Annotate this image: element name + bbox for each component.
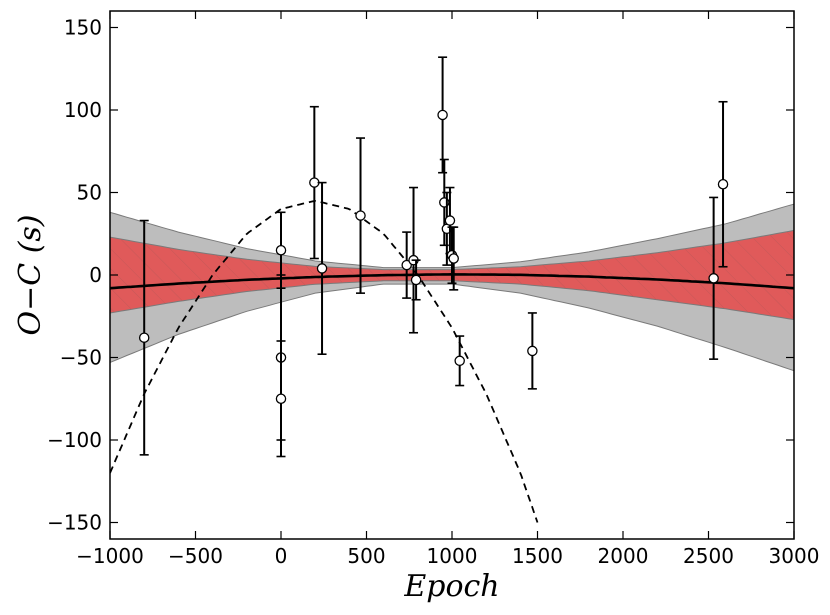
x-tick-label: −1000 <box>76 544 144 568</box>
data-point <box>717 100 729 268</box>
point-marker <box>444 215 456 226</box>
x-tick-label: 1000 <box>427 544 478 568</box>
point-marker <box>275 393 287 404</box>
tick-labels: −1000 −500 0 500 1000 1500 2000 2500 3000−150−10… <box>47 16 819 569</box>
y-tick-label: 50 <box>77 181 102 205</box>
x-tick-label: 0 <box>275 544 288 568</box>
data-point <box>316 181 328 356</box>
data-point <box>401 231 412 299</box>
data-point <box>138 219 150 456</box>
x-tick-label: 3000 <box>769 544 820 568</box>
y-tick-label: −150 <box>47 511 102 535</box>
point-marker <box>527 345 538 357</box>
point-marker <box>275 244 287 256</box>
point-marker <box>448 253 459 264</box>
point-marker <box>410 274 422 286</box>
dashed-model-curve <box>110 199 539 523</box>
data-point <box>410 259 422 301</box>
y-tick-label: −50 <box>60 346 102 370</box>
point-marker <box>355 210 366 221</box>
plot-area <box>110 56 794 523</box>
data-point <box>275 340 287 458</box>
x-axis-title: Epoch <box>403 569 499 604</box>
x-tick-label: 2500 <box>683 544 734 568</box>
data-point <box>708 196 719 360</box>
x-tick-label: 2000 <box>598 544 649 568</box>
data-point <box>309 105 320 260</box>
point-marker <box>717 178 729 190</box>
y-tick-label: 150 <box>64 16 102 40</box>
point-marker <box>138 332 150 343</box>
y-tick-label: 0 <box>89 263 102 287</box>
data-point <box>454 335 465 387</box>
data-point <box>355 137 366 294</box>
y-tick-label: 100 <box>64 98 102 122</box>
x-tick-label: 1500 <box>512 544 563 568</box>
y-tick-label: −100 <box>47 428 102 452</box>
point-marker <box>316 263 328 274</box>
y-axis-title: O−C (s) <box>13 214 48 335</box>
data-point <box>448 226 459 291</box>
x-tick-label: 500 <box>347 544 385 568</box>
x-tick-label: −500 <box>168 544 223 568</box>
point-marker <box>437 109 448 121</box>
axis-ticks <box>109 11 795 539</box>
point-marker <box>401 259 412 271</box>
confidence-band-outer <box>110 203 794 372</box>
data-point <box>437 56 448 174</box>
point-marker <box>708 273 719 284</box>
data-point <box>527 312 538 390</box>
point-marker <box>454 355 465 367</box>
